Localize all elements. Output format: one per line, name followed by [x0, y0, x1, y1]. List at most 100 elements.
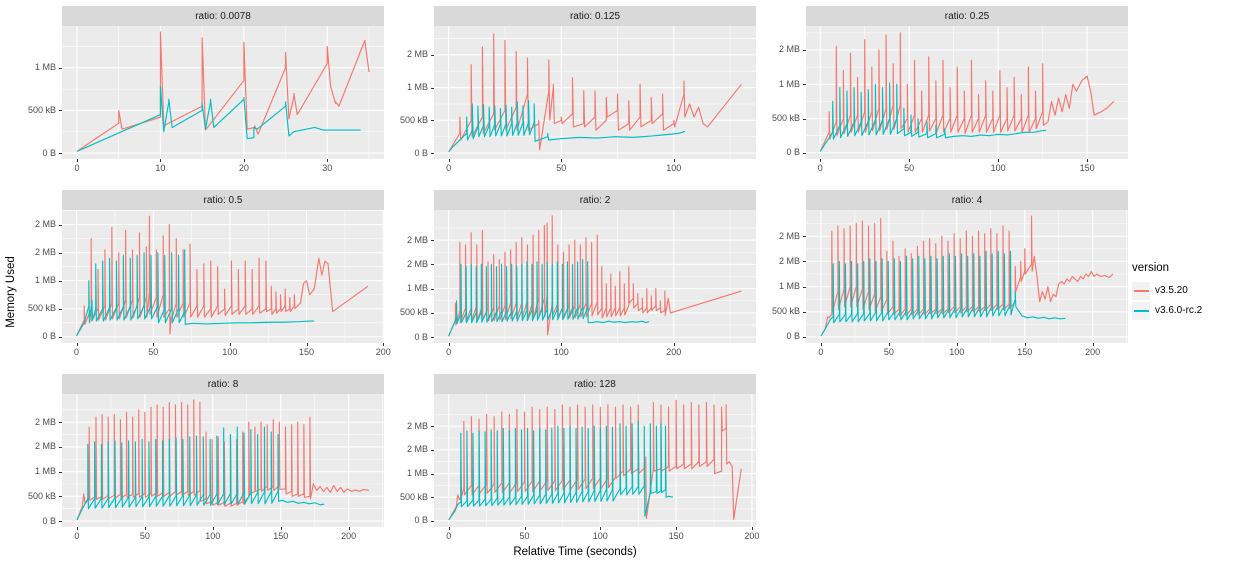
y-tick-mark: [431, 288, 434, 290]
x-tick-label: 0: [74, 163, 80, 173]
y-tick-mark: [59, 224, 62, 226]
series-line-v3.5.20: [820, 33, 1114, 152]
x-tick-label: 150: [299, 347, 315, 357]
x-tick-label: 200: [666, 347, 682, 357]
x-tick-label: 0: [446, 347, 452, 357]
x-tick-label: 50: [556, 163, 567, 173]
y-tick-mark: [803, 84, 806, 86]
facet-plot: [62, 210, 384, 343]
x-tick-label: 200: [341, 531, 357, 541]
x-tick-mark: [673, 343, 675, 346]
x-tick-label: 0: [74, 531, 80, 541]
facet-plot: [62, 26, 384, 159]
y-tick-label: 2 MB: [34, 441, 56, 452]
facet-strip: ratio: 0.0078: [62, 6, 384, 26]
x-axis: 0 10 20 30: [62, 159, 384, 176]
red-line-swatch-icon: [1133, 289, 1149, 292]
facet-strip: ratio: 0.25: [806, 6, 1128, 26]
y-tick-mark: [59, 110, 62, 112]
facet-plot: [806, 210, 1128, 343]
facet-body: 0 B 500 kB 1 MB 2 MB 2 MB: [394, 394, 756, 527]
legend-title: version: [1132, 261, 1170, 274]
x-tick-mark: [956, 343, 958, 346]
y-tick-label: 2 MB: [406, 258, 428, 269]
y-tick-mark: [431, 153, 434, 155]
y-tick-label: 0 B: [786, 147, 800, 158]
series-line-v3.6.0-rc.2: [449, 421, 673, 519]
facet-panel: [806, 26, 1128, 159]
x-tick-mark: [524, 527, 526, 530]
facet-strip: ratio: 128: [434, 374, 756, 394]
x-tick-mark: [76, 343, 78, 346]
legend-key-v3-6-0-rc2: [1132, 301, 1150, 320]
y-tick-label: 0 B: [414, 147, 428, 158]
x-tick-label: 150: [273, 531, 289, 541]
teal-line-swatch-icon: [1133, 309, 1149, 312]
y-tick-label: 1 MB: [406, 82, 428, 93]
facet-panel: [806, 210, 1128, 343]
x-tick-label: 0: [74, 347, 80, 357]
x-tick-mark: [77, 159, 78, 162]
x-tick-label: 50: [904, 163, 915, 173]
x-tick-label: 100: [592, 531, 608, 541]
y-axis: 0 B 500 kB 1 MB 2 MB 2 MB: [394, 210, 434, 343]
facet-panel: [434, 26, 756, 159]
y-tick-label: 500 kB: [27, 490, 56, 501]
y-tick-label: 1 MB: [34, 466, 56, 477]
y-tick-mark: [431, 87, 434, 89]
y-tick-label: 0 B: [414, 515, 428, 526]
legend-label-v3-6-0-rc2: v3.6.0-rc.2: [1155, 305, 1203, 316]
x-tick-mark: [448, 343, 450, 346]
x-tick-label: 0: [817, 163, 823, 173]
facet-body: 0 B 500 kB 1 MB 2 MB: [766, 26, 1128, 159]
y-tick-mark: [803, 118, 806, 120]
x-tick-label: 200: [744, 531, 760, 541]
y-axis: 0 B 500 kB 1 MB 2 MB 2 MB: [22, 210, 62, 343]
facet-panel: [62, 26, 384, 159]
y-tick-label: 2 MB: [34, 416, 56, 427]
x-tick-label: 20: [238, 163, 249, 173]
y-axis: 0 B 500 kB 1 MB: [22, 26, 62, 159]
y-tick-label: 2 MB: [778, 44, 800, 55]
legend-entry-v3-6-0-rc2: v3.6.0-rc.2: [1132, 301, 1244, 320]
legend-key-v3-5-20: [1132, 281, 1150, 300]
series-line-v3.5.20: [449, 400, 742, 520]
x-tick-label: 30: [322, 163, 333, 173]
facet-strip: ratio: 0.125: [434, 6, 756, 26]
x-tick-mark: [1087, 159, 1089, 162]
legend: version v3.5.20 v3.6.0-rc.2: [1128, 6, 1244, 577]
x-tick-mark: [348, 527, 350, 530]
facet-0.125: ratio: 0.125 0 B 500 kB 1 MB 2 MB 0 50 100: [394, 6, 756, 176]
x-tick-mark: [448, 527, 450, 530]
x-tick-mark: [212, 527, 214, 530]
x-tick-label: 150: [1079, 163, 1095, 173]
facet-plot: [434, 26, 756, 159]
x-tick-mark: [160, 159, 162, 162]
x-tick-mark: [561, 343, 563, 346]
x-tick-mark: [998, 159, 1000, 162]
legend-label-v3-5-20: v3.5.20: [1155, 285, 1188, 296]
facet-4: ratio: 4 0 B 500 kB 1 MB 2 MB 2 MB 0 50 100 150 20…: [766, 190, 1128, 360]
y-tick-mark: [59, 308, 62, 310]
x-tick-label: 100: [990, 163, 1006, 173]
y-tick-mark: [59, 336, 62, 338]
y-tick-mark: [803, 336, 806, 338]
y-tick-mark: [59, 496, 62, 498]
facet-body: 0 B 500 kB 1 MB: [22, 26, 384, 159]
x-tick-label: 150: [1017, 347, 1033, 357]
x-tick-mark: [229, 343, 231, 346]
y-tick-mark: [431, 337, 434, 339]
x-tick-mark: [327, 159, 329, 162]
x-tick-label: 200: [1085, 347, 1101, 357]
series-line-v3.5.20: [77, 400, 369, 520]
y-tick-label: 1 MB: [778, 78, 800, 89]
facet-128: ratio: 128 0 B 500 kB 1 MB 2 MB 2 MB 0 50 100 150…: [394, 374, 760, 544]
x-tick-label: 0: [446, 163, 452, 173]
y-tick-label: 1 MB: [406, 283, 428, 294]
y-tick-label: 500 kB: [399, 114, 428, 125]
y-tick-label: 0 B: [414, 331, 428, 342]
x-axis: 0 100 200: [434, 343, 756, 360]
x-tick-mark: [383, 343, 385, 346]
y-axis-title-text: Memory Used: [5, 255, 18, 328]
